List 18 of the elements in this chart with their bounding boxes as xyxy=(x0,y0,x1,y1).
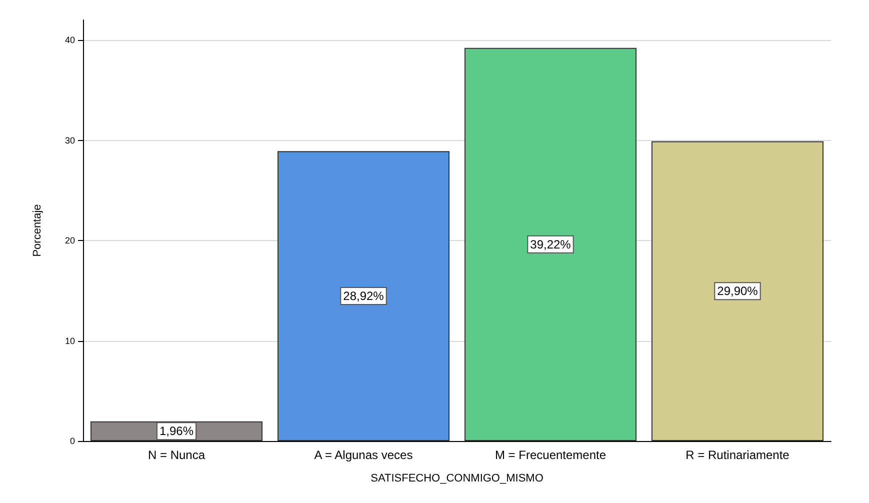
data-label: 1,96% xyxy=(159,424,194,438)
x-axis-title: SATISFECHO_CONMIGO_MISMO xyxy=(370,472,544,484)
y-tick-label: 20 xyxy=(64,236,75,246)
y-tick-label: 40 xyxy=(64,35,75,46)
x-tick-label: R = Rutinariamente xyxy=(686,448,790,462)
x-tick-label: M = Frecuentemente xyxy=(494,448,606,462)
data-label: 28,92% xyxy=(343,289,384,304)
data-label: 29,90% xyxy=(717,284,758,298)
y-tick-label: 30 xyxy=(64,135,75,146)
y-tick-label: 0 xyxy=(70,436,75,446)
y-tick-label: 10 xyxy=(64,336,75,346)
bar xyxy=(651,141,824,441)
bar xyxy=(277,151,450,441)
bar xyxy=(464,48,637,441)
x-tick-label: N = Nunca xyxy=(148,448,206,462)
data-label: 39,22% xyxy=(530,237,572,252)
y-axis-title: Porcentaje xyxy=(32,204,44,257)
x-tick-label: A = Algunas veces xyxy=(314,448,413,462)
